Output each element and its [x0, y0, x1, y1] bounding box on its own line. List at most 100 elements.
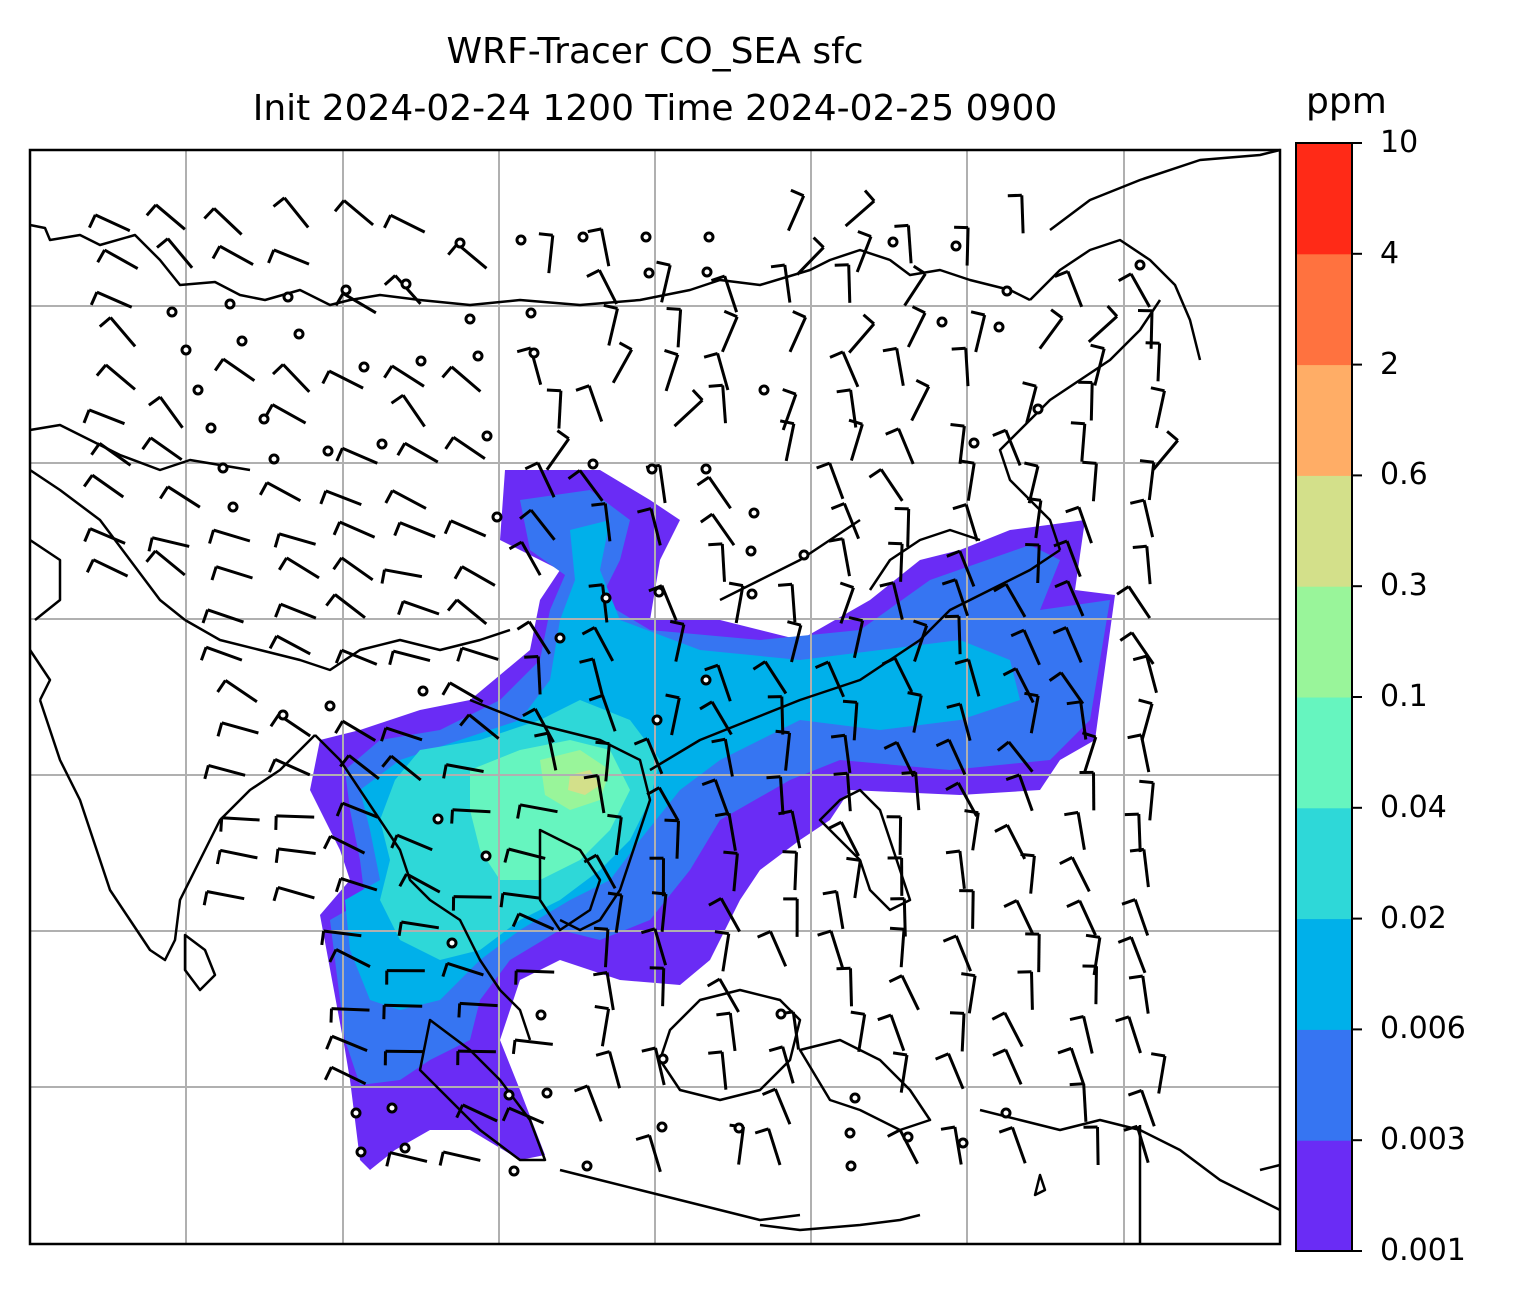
wind-barb-shaft: [206, 890, 245, 901]
wind-barb-shaft: [212, 207, 243, 236]
calm-wind-marker: [472, 350, 484, 362]
wind-barb-shaft: [1080, 423, 1087, 462]
wind-barb-shaft: [396, 833, 433, 852]
wind-barb-flag: [879, 581, 894, 588]
wind-barb-shaft: [516, 969, 555, 974]
wind-barb-shaft: [207, 608, 244, 624]
wind-barb-flag: [588, 693, 604, 702]
calm-wind-marker: [643, 267, 655, 279]
wind-barb-flag: [1132, 654, 1148, 662]
wind-barb-shaft: [325, 489, 362, 506]
wind-barb-shaft: [914, 772, 921, 811]
wind-barb-shaft: [835, 891, 845, 930]
wind-barb-shaft: [1137, 814, 1142, 853]
wind-barb-shaft: [343, 199, 375, 227]
wind-barb-shaft: [661, 968, 666, 1007]
colorbar-segment: [1296, 364, 1352, 476]
wind-barb-shaft: [598, 269, 618, 305]
wind-barb-flag: [915, 378, 930, 388]
wind-barb-flag: [651, 891, 667, 896]
wind-barb-shaft: [391, 364, 425, 388]
wind-barb-shaft: [611, 348, 634, 384]
wind-barb-flag: [907, 691, 922, 697]
wind-barb-flag: [1064, 810, 1079, 817]
colorbar-tick-label: 10: [1380, 125, 1419, 160]
wind-barb-flag: [814, 660, 829, 669]
calm-wind-marker: [224, 298, 236, 310]
wind-barb-shaft: [1082, 1016, 1094, 1054]
wind-barb-flag: [201, 609, 210, 624]
wind-barb-shaft: [826, 661, 845, 698]
wind-barb-flag: [567, 469, 581, 480]
wind-barb-flag: [1057, 1046, 1072, 1055]
colorbar-tick-label: 0.006: [1380, 1011, 1466, 1047]
wind-barb-shaft: [964, 348, 970, 387]
wind-barb-flag: [1138, 698, 1153, 706]
wind-barb-flag: [945, 781, 960, 792]
wind-barb-flag: [556, 429, 570, 440]
colorbar-segment: [1296, 807, 1352, 920]
wind-barb-shaft: [341, 719, 377, 742]
wind-barb-flag: [593, 971, 608, 977]
wind-barb-shaft: [796, 246, 825, 276]
wind-barb-flag: [508, 540, 523, 551]
wind-barb-flag: [708, 383, 723, 388]
wind-barb-shaft: [721, 385, 727, 424]
wind-barb-shaft: [763, 660, 788, 695]
wind-barb-shaft: [586, 1085, 603, 1122]
wind-barb-shaft: [166, 237, 194, 269]
wind-barb-flag: [752, 660, 767, 671]
wind-barb-shaft: [913, 625, 929, 662]
wind-barb-flag: [996, 740, 1010, 752]
wind-barb-flag: [397, 921, 403, 937]
wind-barb-flag: [322, 835, 332, 850]
wind-barb-shaft: [340, 556, 374, 582]
wind-barb-shaft: [529, 509, 556, 541]
wind-barb-flag: [271, 363, 285, 376]
wind-barb-flag: [594, 1005, 609, 1011]
wind-barb-flag: [267, 249, 276, 264]
wind-barb-flag: [828, 537, 843, 543]
colorbar-segment: [1296, 1029, 1352, 1141]
wind-barb-shaft: [604, 929, 610, 968]
wind-barb-flag: [704, 663, 719, 672]
wind-barb-shaft: [607, 308, 619, 346]
wind-barb-shaft: [404, 441, 439, 464]
wind-barb-flag: [1081, 731, 1097, 739]
wind-barb-shaft: [1065, 540, 1082, 578]
wind-barb-shaft: [674, 624, 686, 662]
wind-barb-shaft: [533, 708, 555, 743]
wind-barb-shaft: [958, 425, 966, 464]
wind-barb-flag: [441, 962, 449, 978]
calm-wind-marker: [454, 237, 466, 249]
wind-barb-flag: [877, 1013, 892, 1022]
wind-barb-flag: [511, 1039, 517, 1055]
wind-barb-flag: [1065, 505, 1080, 514]
wind-barb-flag: [775, 729, 790, 735]
wind-barb-shaft: [394, 274, 422, 305]
wind-barb-flag: [954, 658, 970, 665]
calm-wind-marker: [657, 1053, 669, 1065]
wind-barb-flag: [1166, 430, 1179, 442]
wind-barb-shaft: [847, 264, 852, 303]
wind-barb-flag: [443, 520, 453, 535]
wind-barb-shaft: [1148, 782, 1155, 821]
wind-barb-shaft: [839, 587, 855, 624]
wind-barb-shaft: [1093, 348, 1106, 386]
calm-wind-marker: [376, 438, 388, 450]
wind-barb-flag: [499, 893, 505, 908]
wind-barb-shaft: [1003, 1012, 1024, 1048]
wind-barb-flag: [708, 542, 723, 547]
wind-barb-flag: [1129, 847, 1145, 853]
wind-barb-shaft: [221, 816, 260, 822]
wind-barb-flag: [723, 309, 738, 319]
wind-barb-flag: [768, 1045, 784, 1053]
calm-wind-marker: [258, 413, 270, 425]
wind-barb-shaft: [391, 489, 427, 510]
wind-barb-flag: [1059, 856, 1073, 866]
calm-wind-marker: [849, 1092, 861, 1104]
wind-barb-flag: [1082, 460, 1097, 465]
colorbar-tick-label: 2: [1380, 346, 1400, 382]
wind-barb-shaft: [341, 801, 379, 819]
wind-barb-shaft: [841, 351, 860, 388]
